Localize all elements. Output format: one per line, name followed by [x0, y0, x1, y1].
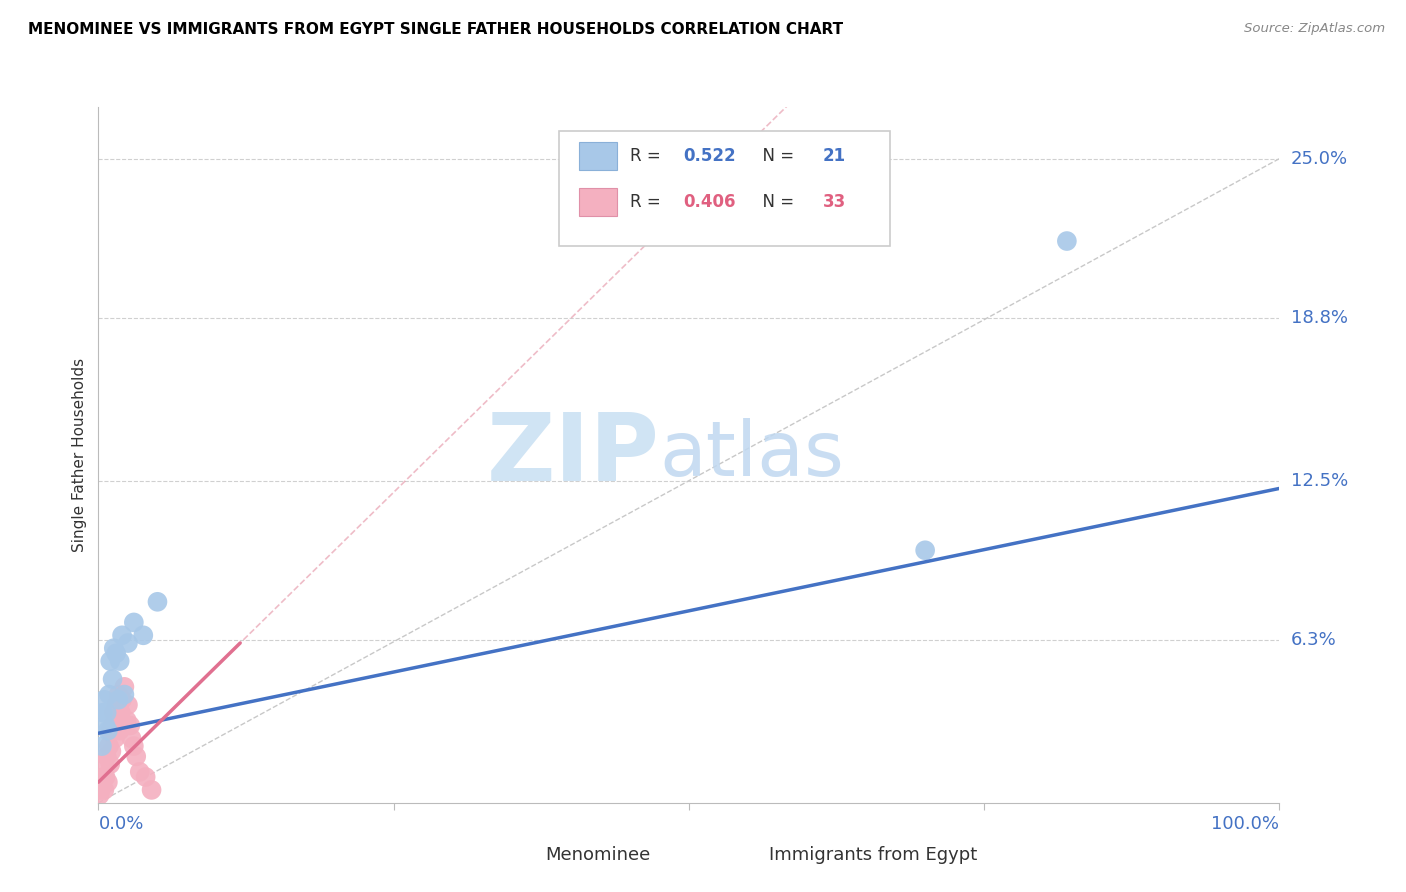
Point — [121, 731, 143, 746]
Y-axis label: Single Father Households: Single Father Households — [72, 358, 87, 552]
Point — [112, 680, 135, 694]
Text: 0.406: 0.406 — [683, 193, 735, 211]
Point — [135, 770, 157, 784]
Point — [101, 718, 124, 732]
Point — [98, 757, 121, 772]
Text: 12.5%: 12.5% — [1291, 472, 1348, 490]
Point — [98, 739, 121, 753]
Point — [108, 654, 131, 668]
Point — [98, 723, 121, 738]
Text: 18.8%: 18.8% — [1291, 310, 1347, 327]
Point — [91, 770, 114, 784]
FancyBboxPatch shape — [724, 841, 759, 869]
Point — [89, 788, 111, 802]
Point — [1056, 234, 1078, 248]
FancyBboxPatch shape — [579, 142, 617, 169]
Text: 0.0%: 0.0% — [98, 815, 143, 833]
Point — [96, 706, 118, 720]
Point — [96, 749, 118, 764]
Text: N =: N = — [752, 193, 799, 211]
Point — [91, 778, 114, 792]
Point — [146, 595, 169, 609]
Point — [132, 628, 155, 642]
Text: 0.522: 0.522 — [683, 147, 735, 165]
Text: N =: N = — [752, 147, 799, 165]
Point — [105, 646, 128, 660]
Point — [141, 783, 163, 797]
Point — [103, 706, 125, 720]
Point — [125, 749, 148, 764]
Point — [97, 775, 120, 789]
Point — [115, 714, 138, 728]
Point — [914, 543, 936, 558]
Text: 21: 21 — [823, 147, 845, 165]
Point — [94, 770, 117, 784]
Point — [110, 706, 132, 720]
Text: atlas: atlas — [659, 418, 844, 491]
Point — [104, 731, 127, 746]
Text: Menominee: Menominee — [546, 846, 650, 864]
Point — [117, 636, 139, 650]
Point — [101, 672, 124, 686]
Point — [94, 718, 117, 732]
Point — [107, 688, 129, 702]
Text: ZIP: ZIP — [486, 409, 659, 501]
Point — [97, 723, 120, 738]
FancyBboxPatch shape — [560, 131, 890, 246]
Text: 25.0%: 25.0% — [1291, 150, 1348, 168]
Point — [91, 706, 114, 720]
Point — [98, 654, 121, 668]
Text: R =: R = — [630, 147, 666, 165]
Point — [91, 739, 114, 753]
Point — [120, 718, 142, 732]
Point — [103, 641, 125, 656]
Point — [93, 757, 115, 772]
Point — [105, 714, 128, 728]
Point — [93, 783, 115, 797]
Point — [111, 692, 134, 706]
Point — [105, 698, 128, 712]
Point — [90, 783, 112, 797]
Text: 100.0%: 100.0% — [1212, 815, 1279, 833]
Text: R =: R = — [630, 193, 666, 211]
Text: Immigrants from Egypt: Immigrants from Egypt — [769, 846, 977, 864]
Point — [122, 739, 145, 753]
Point — [122, 615, 145, 630]
Point — [100, 744, 122, 758]
Text: MENOMINEE VS IMMIGRANTS FROM EGYPT SINGLE FATHER HOUSEHOLDS CORRELATION CHART: MENOMINEE VS IMMIGRANTS FROM EGYPT SINGL… — [28, 22, 844, 37]
FancyBboxPatch shape — [579, 187, 617, 216]
Point — [111, 628, 134, 642]
Point — [107, 692, 129, 706]
Point — [112, 688, 135, 702]
Point — [112, 718, 135, 732]
Point — [93, 692, 115, 706]
Point — [108, 723, 131, 738]
Point — [98, 688, 121, 702]
FancyBboxPatch shape — [501, 841, 536, 869]
Point — [128, 764, 150, 779]
Point — [117, 698, 139, 712]
Text: 33: 33 — [823, 193, 845, 211]
Text: 6.3%: 6.3% — [1291, 632, 1336, 649]
Text: Source: ZipAtlas.com: Source: ZipAtlas.com — [1244, 22, 1385, 36]
